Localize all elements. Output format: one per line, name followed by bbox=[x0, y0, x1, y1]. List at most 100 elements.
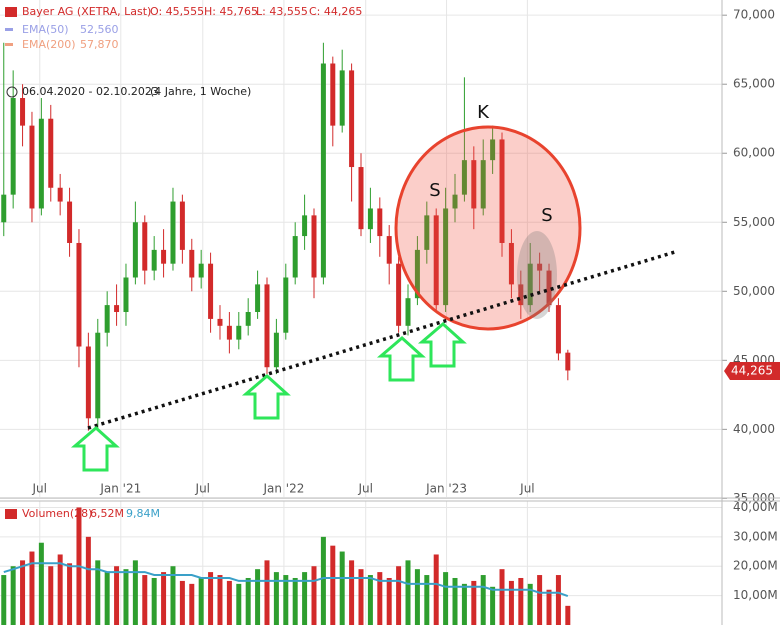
candle-body bbox=[433, 215, 439, 306]
volume-bar bbox=[537, 575, 543, 625]
legend-icon bbox=[5, 43, 13, 46]
volume-icon bbox=[5, 509, 17, 519]
volume-bar bbox=[339, 551, 345, 625]
legend-open: O: 45,555 bbox=[150, 5, 204, 18]
volume-bar bbox=[565, 605, 571, 625]
candle-body bbox=[85, 346, 91, 419]
volume-bar bbox=[10, 566, 16, 625]
y-tick-label: 10,00M bbox=[733, 588, 778, 602]
candle-body bbox=[273, 332, 279, 368]
volume-bar bbox=[555, 575, 561, 625]
x-tick-label: Jul bbox=[357, 482, 372, 496]
volume-bar bbox=[123, 569, 129, 625]
candle-body bbox=[1, 194, 7, 223]
legend-icon bbox=[5, 7, 17, 17]
y-tick-label: 40,00M bbox=[733, 500, 778, 514]
volume-bar bbox=[302, 572, 308, 625]
candle-body bbox=[283, 277, 289, 333]
candle-body bbox=[29, 125, 35, 209]
candle-body bbox=[358, 167, 364, 230]
candle-body bbox=[208, 263, 214, 319]
candle-body bbox=[217, 318, 223, 326]
volume-bar bbox=[527, 583, 533, 625]
candle-body bbox=[311, 215, 317, 278]
y-tick-label: 65,000 bbox=[733, 77, 775, 91]
volume-bar bbox=[283, 575, 289, 625]
volume-bar bbox=[396, 566, 402, 625]
candle-body bbox=[292, 236, 298, 278]
volume-bar bbox=[1, 575, 7, 625]
volume-average bbox=[3, 562, 569, 598]
volume-bar bbox=[414, 569, 420, 625]
candle-body bbox=[490, 139, 496, 161]
candle-body bbox=[236, 325, 242, 340]
candle-body bbox=[179, 201, 185, 250]
volume-bar bbox=[95, 560, 101, 625]
legend-indicator-value: 57,870 bbox=[80, 38, 119, 51]
volume-bar bbox=[320, 536, 326, 625]
volume-bar bbox=[170, 566, 176, 625]
y-tick-label: 50,000 bbox=[733, 284, 775, 298]
volume-bar bbox=[20, 560, 26, 625]
candle-body bbox=[414, 249, 420, 299]
volume-bar bbox=[358, 569, 364, 625]
annotation: S bbox=[541, 205, 552, 226]
x-tick-label: Jan '22 bbox=[262, 482, 304, 496]
candle-body bbox=[480, 160, 486, 209]
highlight bbox=[517, 231, 557, 319]
volume-bar bbox=[443, 572, 449, 625]
volume-bar bbox=[377, 572, 383, 625]
volume-bar bbox=[330, 545, 336, 625]
volume-bar bbox=[38, 542, 44, 625]
volume-bar bbox=[386, 577, 392, 625]
volume-bar bbox=[179, 580, 185, 625]
volume-bar bbox=[67, 563, 73, 625]
trendline bbox=[87, 250, 676, 430]
candle-body bbox=[367, 208, 373, 230]
candle-body bbox=[255, 284, 261, 313]
candle-body bbox=[499, 139, 505, 243]
candle-body bbox=[142, 222, 148, 271]
candle-body bbox=[302, 215, 308, 237]
volume-bar bbox=[114, 566, 120, 625]
volume-legend: Volumen(28) bbox=[22, 507, 92, 520]
candle-body bbox=[537, 263, 543, 271]
price-tag-label: 44,265 bbox=[731, 364, 773, 378]
candle-body bbox=[10, 98, 16, 195]
volume-bar bbox=[433, 554, 439, 625]
legend-name: Bayer AG (XETRA, Last) bbox=[22, 5, 151, 18]
candle-body bbox=[104, 305, 110, 333]
arrow bbox=[417, 322, 467, 368]
volume-bar bbox=[189, 583, 195, 625]
x-tick-label: Jul bbox=[519, 482, 534, 496]
y-tick-label: 30,00M bbox=[733, 529, 778, 543]
candle-body bbox=[189, 249, 195, 278]
annotation: S bbox=[429, 180, 440, 201]
candle-body bbox=[264, 284, 270, 368]
volume-avg: 9,84M bbox=[126, 507, 160, 520]
legend-indicator-value: 52,560 bbox=[80, 23, 119, 36]
x-tick-label: Jan '21 bbox=[99, 482, 141, 496]
pattern-circle bbox=[394, 125, 582, 331]
legend-indicator: EMA(200) bbox=[22, 38, 76, 51]
candle-body bbox=[508, 242, 514, 285]
candle-body bbox=[132, 222, 138, 278]
x-tick-label: Jul bbox=[195, 482, 210, 496]
volume-bar bbox=[452, 577, 458, 625]
candle-body bbox=[123, 277, 129, 313]
volume-bar bbox=[104, 572, 110, 625]
volume-bar bbox=[273, 572, 279, 625]
marks bbox=[1, 42, 571, 625]
volume-bar bbox=[405, 560, 411, 625]
volume-bar bbox=[236, 583, 242, 625]
volume-bar bbox=[198, 577, 204, 625]
candle-body bbox=[161, 249, 167, 264]
legend-icon bbox=[5, 28, 13, 31]
y-tick-label: 55,000 bbox=[733, 215, 775, 229]
legend-close: C: 44,265 bbox=[309, 5, 362, 18]
candle-body bbox=[330, 63, 336, 126]
volume-bar bbox=[161, 572, 167, 625]
